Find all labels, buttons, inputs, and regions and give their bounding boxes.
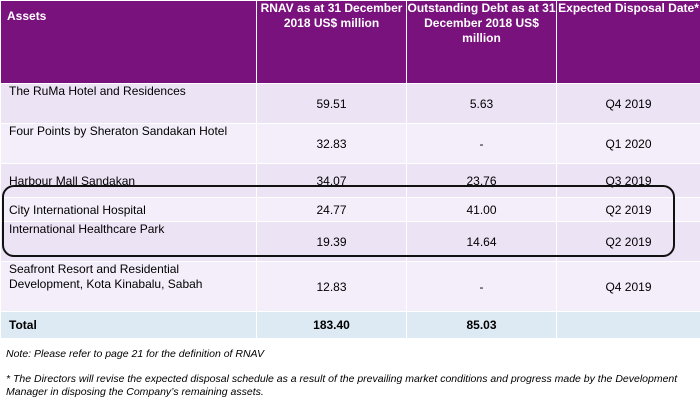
note-disposal-schedule: * The Directors will revise the expected… <box>6 373 678 398</box>
note-rnav-definition: Note: Please refer to page 21 for the de… <box>6 348 264 360</box>
disposal-date: Q4 2019 <box>556 261 700 312</box>
asset-name: Four Points by Sheraton Sandakan Hotel <box>0 123 257 164</box>
rnav-value: 24.77 <box>256 197 407 222</box>
table-row: Seafront Resort and Residential Developm… <box>0 261 700 312</box>
rnav-value: 34.07 <box>256 163 407 198</box>
total-label: Total <box>0 311 257 339</box>
disposal-date: Q4 2019 <box>556 83 700 124</box>
rnav-value: 19.39 <box>256 221 407 262</box>
total-debt: 85.03 <box>406 311 557 339</box>
asset-name: City International Hospital <box>0 197 257 222</box>
disposal-date: Q2 2019 <box>556 197 700 222</box>
header-rnav: RNAV as at 31 December 2018 US$ million <box>256 0 407 84</box>
rnav-value: 12.83 <box>256 261 407 312</box>
table-row: Four Points by Sheraton Sandakan Hotel 3… <box>0 123 700 164</box>
disposal-date: Q2 2019 <box>556 221 700 262</box>
debt-value: - <box>406 261 557 312</box>
asset-name: The RuMa Hotel and Residences <box>0 83 257 124</box>
table-row: The RuMa Hotel and Residences 59.51 5.63… <box>0 83 700 124</box>
debt-value: - <box>406 123 557 164</box>
header-row: Assets RNAV as at 31 December 2018 US$ m… <box>0 0 700 84</box>
debt-value: 14.64 <box>406 221 557 262</box>
total-date <box>556 311 700 339</box>
table-row: Harbour Mall Sandakan 34.07 23.76 Q3 201… <box>0 163 700 198</box>
header-debt: Outstanding Debt as at 31 December 2018 … <box>406 0 557 84</box>
rnav-value: 59.51 <box>256 83 407 124</box>
asset-name: Harbour Mall Sandakan <box>0 163 257 198</box>
disposal-date: Q3 2019 <box>556 163 700 198</box>
total-rnav: 183.40 <box>256 311 407 339</box>
disposal-date: Q1 2020 <box>556 123 700 164</box>
header-assets: Assets <box>0 0 257 84</box>
rnav-value: 32.83 <box>256 123 407 164</box>
debt-value: 41.00 <box>406 197 557 222</box>
debt-value: 23.76 <box>406 163 557 198</box>
asset-name: International Healthcare Park <box>0 221 257 262</box>
asset-disposal-table: Assets RNAV as at 31 December 2018 US$ m… <box>0 0 700 339</box>
debt-value: 5.63 <box>406 83 557 124</box>
table-row: City International Hospital 24.77 41.00 … <box>0 197 700 222</box>
table-row: International Healthcare Park 19.39 14.6… <box>0 221 700 262</box>
header-disposal-date: Expected Disposal Date* <box>556 0 700 84</box>
total-row: Total 183.40 85.03 <box>0 311 700 339</box>
asset-name: Seafront Resort and Residential Developm… <box>0 261 257 312</box>
